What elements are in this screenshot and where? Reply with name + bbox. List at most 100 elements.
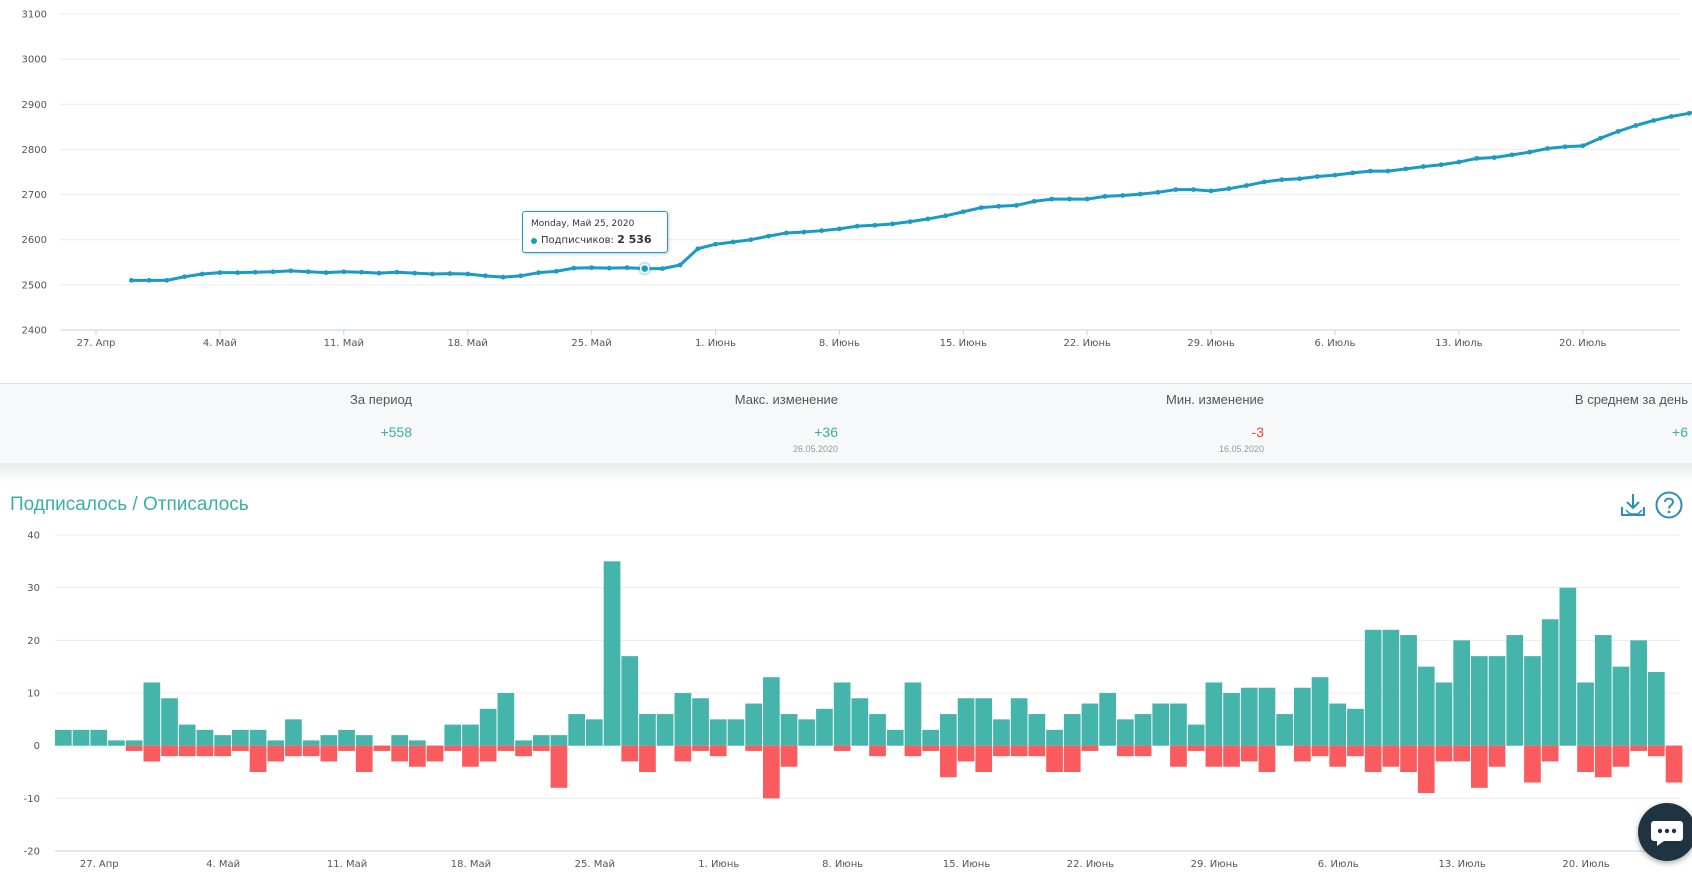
subscribed-bar — [161, 698, 178, 746]
unsubscribed-bar — [214, 745, 231, 757]
subscribed-bar — [1046, 729, 1063, 746]
line-chart-tooltip: Monday, Май 25, 2020 Подписчиков: 2 536 — [522, 211, 668, 253]
unsubscribed-bar — [957, 745, 975, 762]
unsubscribed-bar — [692, 745, 709, 751]
line-chart-x-tick: 29. Июнь — [1187, 338, 1235, 349]
subscribers-point — [1491, 155, 1497, 160]
unsubscribed-bar — [1364, 745, 1382, 772]
subscribers-point — [624, 265, 630, 271]
unsubscribed-bar — [125, 745, 143, 751]
help-icon[interactable] — [1654, 490, 1684, 520]
subscribed-bar — [674, 693, 692, 746]
unsubscribed-bar — [780, 745, 798, 767]
subscribers-point — [1067, 196, 1072, 202]
unsubscribed-bar — [993, 745, 1010, 757]
subscribed-bar — [568, 714, 585, 746]
subscribers-point — [199, 271, 205, 277]
subscribers-point — [766, 233, 771, 239]
line-chart-y-tick: 2600 — [22, 235, 47, 246]
subscribed-bar — [1435, 682, 1453, 746]
subscribers-point — [1137, 191, 1143, 197]
unsubscribed-bar — [320, 745, 338, 762]
subscribed-bar — [940, 714, 957, 746]
subscribers-point — [146, 277, 152, 283]
unsubscribed-bar — [1187, 745, 1205, 751]
subscribed-bar — [462, 724, 479, 746]
subscribed-bar — [1081, 703, 1099, 746]
unsubscribed-bar — [1435, 745, 1453, 762]
unsubscribed-bar — [1063, 745, 1081, 772]
subscribers-point — [341, 269, 347, 275]
subscribed-bar — [1417, 666, 1435, 746]
unsubscribed-bar — [745, 745, 762, 751]
subscribers-point — [1191, 187, 1196, 193]
unsubscribed-bar — [1170, 745, 1187, 767]
subscribers-point — [553, 268, 559, 274]
bar-chart-x-tick: 18. Май — [451, 859, 491, 870]
unsubscribed-bar — [338, 745, 355, 751]
line-chart-x-tick: 11. Май — [324, 338, 364, 349]
subscribers-point — [1261, 179, 1267, 185]
subscribers-point — [1031, 198, 1037, 204]
download-icon[interactable] — [1618, 490, 1648, 520]
stat-value-period: +558 — [380, 424, 412, 440]
line-chart-x-tick: 6. Июль — [1315, 338, 1356, 349]
subscribed-bar — [603, 561, 621, 746]
subscribers-point — [235, 270, 241, 276]
subscribed-bar — [1347, 708, 1364, 746]
subscribed-bar — [1010, 698, 1028, 746]
subscribers-point — [837, 226, 842, 232]
subscribers-point — [376, 270, 382, 276]
unsubscribed-bar — [1294, 745, 1311, 762]
bar-chart-x-tick: 22. Июнь — [1067, 859, 1115, 870]
subscribers-point — [1279, 177, 1285, 183]
unsubscribed-bar — [161, 745, 178, 757]
subscribers-point — [978, 205, 984, 211]
subscribers-point — [1120, 193, 1125, 198]
subscribers-point — [1014, 203, 1019, 208]
subscribers-point — [1527, 149, 1533, 155]
subscribed-bar — [798, 719, 816, 746]
bar-chart-y-tick: 10 — [27, 689, 40, 700]
subscribed-bar — [1577, 682, 1594, 746]
tooltip-label: Подписчиков: — [541, 235, 614, 246]
subscribers-point — [306, 269, 311, 275]
subscribers-point — [1314, 174, 1320, 179]
subscribed-bar — [692, 698, 709, 746]
subscribers-point — [730, 239, 736, 245]
subscribers-point — [1208, 188, 1214, 194]
subscribers-point — [571, 265, 577, 271]
subscribers-point — [1102, 193, 1108, 199]
subscribed-bar — [125, 740, 143, 746]
unsubscribed-bar — [1347, 745, 1364, 757]
line-chart-y-tick: 2900 — [22, 100, 47, 111]
unsubscribed-bar — [1046, 745, 1063, 772]
unsubscribed-bar — [1329, 745, 1347, 767]
subscribed-bar — [285, 719, 302, 746]
subscribed-bar — [72, 729, 90, 746]
subscribers-point — [1580, 143, 1586, 149]
line-chart-y-tick: 2800 — [22, 145, 47, 156]
subscribed-bar — [1258, 687, 1276, 746]
unsubscribed-bar — [904, 745, 922, 757]
subscribed-bar — [1294, 687, 1311, 746]
subscribers-point — [801, 229, 807, 235]
subscribed-bar — [1630, 640, 1647, 746]
line-chart-y-tick: 3100 — [22, 10, 47, 21]
subscribed-bar — [904, 682, 922, 746]
line-chart-x-tick: 4. Май — [203, 338, 237, 349]
subscribers-point — [677, 262, 683, 268]
subscribers-point — [872, 222, 878, 228]
unsubscribed-bar — [1594, 745, 1612, 778]
subscribed-bar — [957, 698, 975, 746]
subscribed-bar — [1134, 714, 1152, 746]
bar-chart-x-tick: 25. Май — [575, 859, 615, 870]
chat-button[interactable] — [1638, 803, 1692, 861]
bar-chart-y-tick: 20 — [27, 636, 40, 647]
unsubscribed-bar — [1010, 745, 1028, 757]
subscribers-point — [783, 230, 789, 236]
unsubscribed-bar — [462, 745, 479, 767]
subscribed-bar — [1205, 682, 1223, 746]
bar-chart-x-tick: 8. Июнь — [822, 859, 863, 870]
